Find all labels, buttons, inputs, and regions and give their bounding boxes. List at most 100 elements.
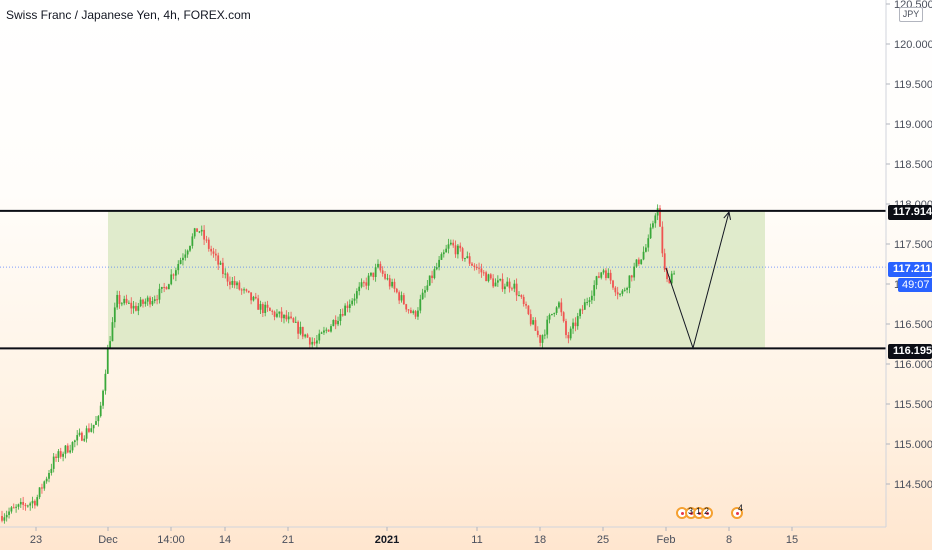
candle-body (320, 332, 323, 334)
candle-body (492, 278, 495, 287)
x-tick-label: Dec (98, 534, 118, 546)
candle-body (466, 256, 469, 259)
candle-body (172, 274, 175, 276)
candle-body (15, 506, 17, 508)
candle-body (8, 511, 10, 515)
candle-body (69, 450, 72, 453)
projection-path[interactable] (665, 211, 730, 350)
candle-body (34, 500, 36, 506)
y-tick-label: 116.000 (894, 359, 932, 371)
candle-body (384, 273, 386, 279)
candle-body (78, 432, 81, 436)
candle-body (36, 497, 39, 506)
candle-body (252, 296, 255, 301)
y-tick-label: 117.500 (894, 239, 932, 251)
candle-body (313, 341, 316, 344)
candle-body (379, 263, 382, 271)
candle-body (214, 253, 217, 256)
candle-body (473, 265, 476, 268)
candle-body (132, 305, 135, 309)
candle-body (71, 442, 74, 451)
candle-body (659, 208, 661, 227)
event-icon[interactable] (701, 507, 713, 519)
y-tick-label: 119.000 (894, 119, 932, 131)
candle-body (402, 295, 405, 305)
candle-body (499, 278, 502, 281)
candle-body (621, 290, 624, 294)
candle-body (619, 293, 621, 295)
event-icon[interactable] (731, 507, 743, 519)
candle-body (311, 341, 314, 345)
candle-body (113, 307, 116, 323)
candle-body (149, 297, 151, 305)
candle-body (565, 321, 567, 336)
candle-body (546, 319, 549, 335)
candle-body (496, 280, 499, 283)
candle-body (257, 298, 260, 310)
candle-body (515, 283, 518, 296)
candle-body (139, 299, 142, 307)
candle-body (652, 223, 654, 228)
candle-body (543, 334, 546, 336)
candle-body (76, 435, 79, 441)
candle-body (501, 278, 504, 290)
candle-body (85, 428, 88, 439)
candle-body (609, 272, 612, 281)
candle-body (182, 257, 184, 261)
candle-body (102, 390, 104, 406)
candle-body (226, 273, 229, 282)
candle-body (245, 289, 248, 291)
candle-body (346, 305, 349, 309)
candle-body (332, 320, 335, 327)
candle-body (135, 305, 137, 311)
candle-body (579, 309, 581, 317)
candle-body (118, 294, 121, 304)
candle-body (337, 320, 339, 325)
candle-body (264, 304, 267, 313)
candle-body (532, 320, 534, 325)
candle-body (22, 502, 25, 505)
candle-body (167, 284, 170, 290)
event-count: 3 (688, 506, 694, 516)
candle-body (177, 263, 180, 271)
candle-body (271, 310, 274, 312)
candle-body (280, 311, 283, 319)
candle-body (353, 298, 356, 301)
candle-body (41, 487, 43, 489)
candle-body (5, 514, 8, 518)
candle-body (572, 322, 574, 329)
candle-body (504, 286, 506, 290)
price-axis: 120.500120.000119.500119.000118.500118.0… (886, 0, 932, 491)
candle-body (17, 504, 20, 507)
candle-body (626, 287, 628, 290)
candle-body (590, 295, 593, 301)
candle-body (273, 311, 276, 317)
candle-body (45, 478, 48, 482)
candle-body (219, 262, 222, 265)
candle-body (520, 295, 523, 297)
x-tick-label: 23 (30, 534, 42, 546)
currency-badge[interactable]: JPY (899, 7, 923, 22)
candle-body (435, 267, 438, 270)
candle-body (278, 311, 281, 314)
candles (1, 204, 675, 524)
candle-body (200, 229, 203, 232)
candle-body (144, 301, 147, 304)
candle-body (170, 274, 173, 285)
candle-body (447, 244, 450, 249)
candle-body (156, 299, 158, 301)
candle-body (97, 416, 100, 422)
candle-body (668, 279, 671, 284)
candle-body (243, 289, 245, 291)
candle-body (128, 302, 130, 304)
candle-body (593, 285, 596, 296)
candle-body (518, 295, 520, 297)
candle-body (421, 292, 424, 300)
candle-body (240, 289, 243, 291)
candle-body (377, 263, 379, 268)
candle-body (290, 316, 292, 319)
candle-body (19, 502, 22, 505)
candle-body (602, 270, 605, 273)
candle-body (489, 274, 492, 279)
